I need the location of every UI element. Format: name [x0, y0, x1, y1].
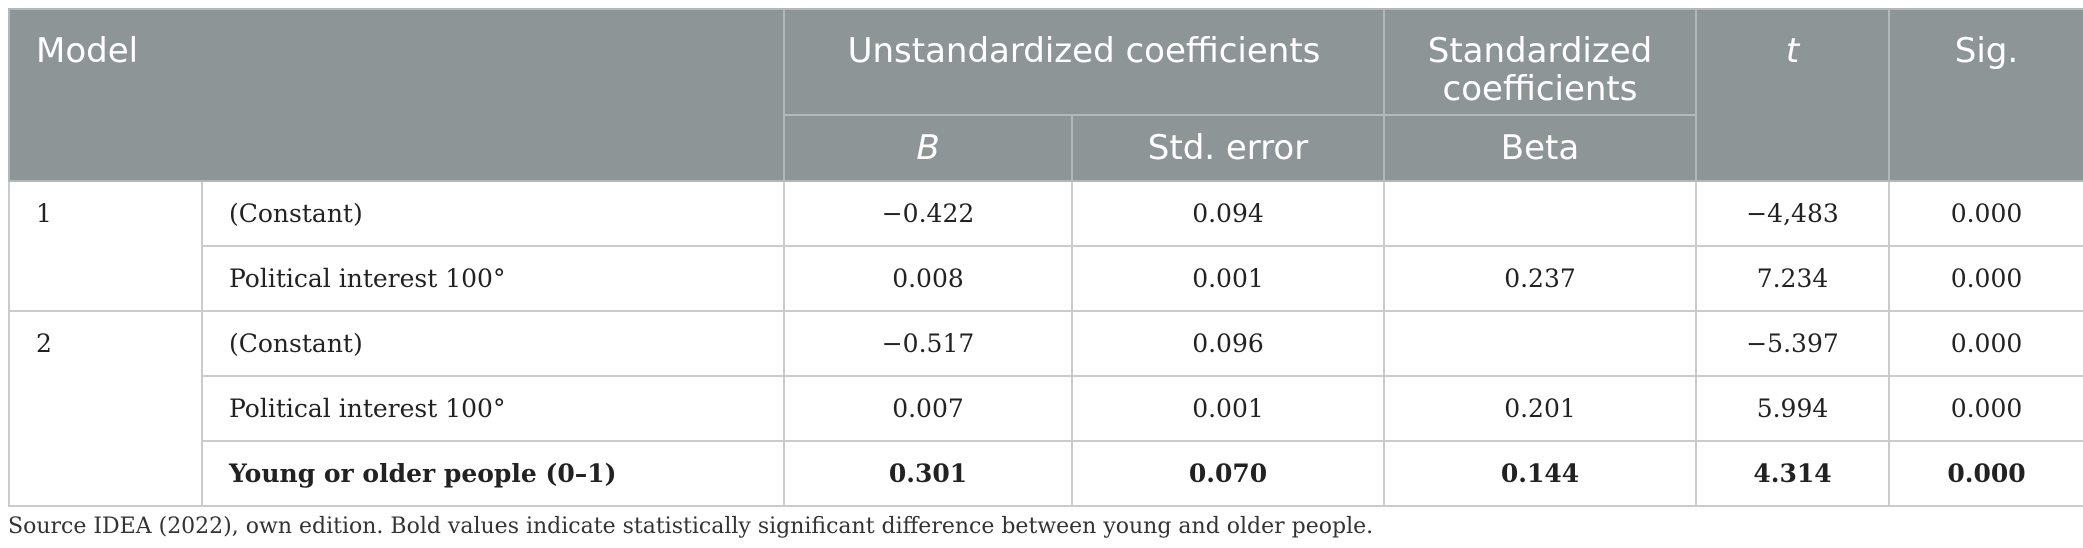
- t-cell: 7.234: [1695, 245, 1890, 312]
- b-cell: 0.008: [783, 245, 1073, 312]
- header-b: B: [783, 114, 1073, 182]
- std-error-cell: 0.001: [1071, 375, 1385, 442]
- b-cell: −0.517: [783, 310, 1073, 377]
- table-footnote: Source IDEA (2022), own edition. Bold va…: [8, 514, 1374, 539]
- std-error-cell: 0.094: [1071, 180, 1385, 247]
- b-cell: −0.422: [783, 180, 1073, 247]
- t-cell: −5.397: [1695, 310, 1890, 377]
- table-row: 2 (Constant) −0.517 0.096 −5.397 0.000: [8, 310, 2083, 507]
- table-row: Political interest 100° 0.008 0.001 0.23…: [9, 245, 2083, 312]
- header-sig: Sig.: [1888, 8, 2083, 182]
- beta-cell: 0.201: [1383, 375, 1697, 442]
- sig-cell: 0.000: [1888, 180, 2083, 247]
- table-row: Political interest 100° 0.007 0.001 0.20…: [9, 375, 2083, 442]
- header-std-error: Std. error: [1071, 114, 1385, 182]
- beta-cell: [1383, 180, 1697, 247]
- t-cell: −4,483: [1695, 180, 1890, 247]
- t-cell: 4.314: [1695, 440, 1890, 507]
- header-unstandardized-coefficients: Unstandardized coefficients: [783, 8, 1385, 116]
- header-standardized-line2: coefficients: [1442, 69, 1638, 109]
- b-cell: 0.301: [783, 440, 1073, 507]
- header-t: t: [1695, 8, 1890, 182]
- beta-cell: 0.237: [1383, 245, 1697, 312]
- b-cell: 0.007: [783, 375, 1073, 442]
- sig-cell: 0.000: [1888, 310, 2083, 377]
- variable-cell: Young or older people (0–1): [201, 440, 785, 507]
- t-cell: 5.994: [1695, 375, 1890, 442]
- header-model: Model: [8, 8, 785, 182]
- model-cell: 1: [8, 180, 203, 312]
- header-standardized-coefficients: Standardized coefficients: [1383, 8, 1697, 116]
- std-error-cell: 0.096: [1071, 310, 1385, 377]
- sig-cell: 0.000: [1888, 375, 2083, 442]
- variable-cell: (Constant): [201, 180, 785, 247]
- table-row: 1 (Constant) −0.422 0.094 −4,483 0.000: [8, 180, 2083, 312]
- sig-cell: 0.000: [1888, 440, 2083, 507]
- model-cell: 2: [8, 310, 203, 507]
- variable-cell: Political interest 100°: [201, 245, 785, 312]
- sig-cell: 0.000: [1888, 245, 2083, 312]
- std-error-cell: 0.001: [1071, 245, 1385, 312]
- regression-table: Model Unstandardized coefficients Standa…: [8, 8, 2083, 507]
- beta-cell: [1383, 310, 1697, 377]
- std-error-cell: 0.070: [1071, 440, 1385, 507]
- beta-cell: 0.144: [1383, 440, 1697, 507]
- header-beta: Beta: [1383, 114, 1697, 182]
- variable-cell: Political interest 100°: [201, 375, 785, 442]
- table-row: Young or older people (0–1) 0.301 0.070 …: [9, 440, 2083, 507]
- header-standardized-line1: Standardized: [1427, 31, 1653, 71]
- variable-cell: (Constant): [201, 310, 785, 377]
